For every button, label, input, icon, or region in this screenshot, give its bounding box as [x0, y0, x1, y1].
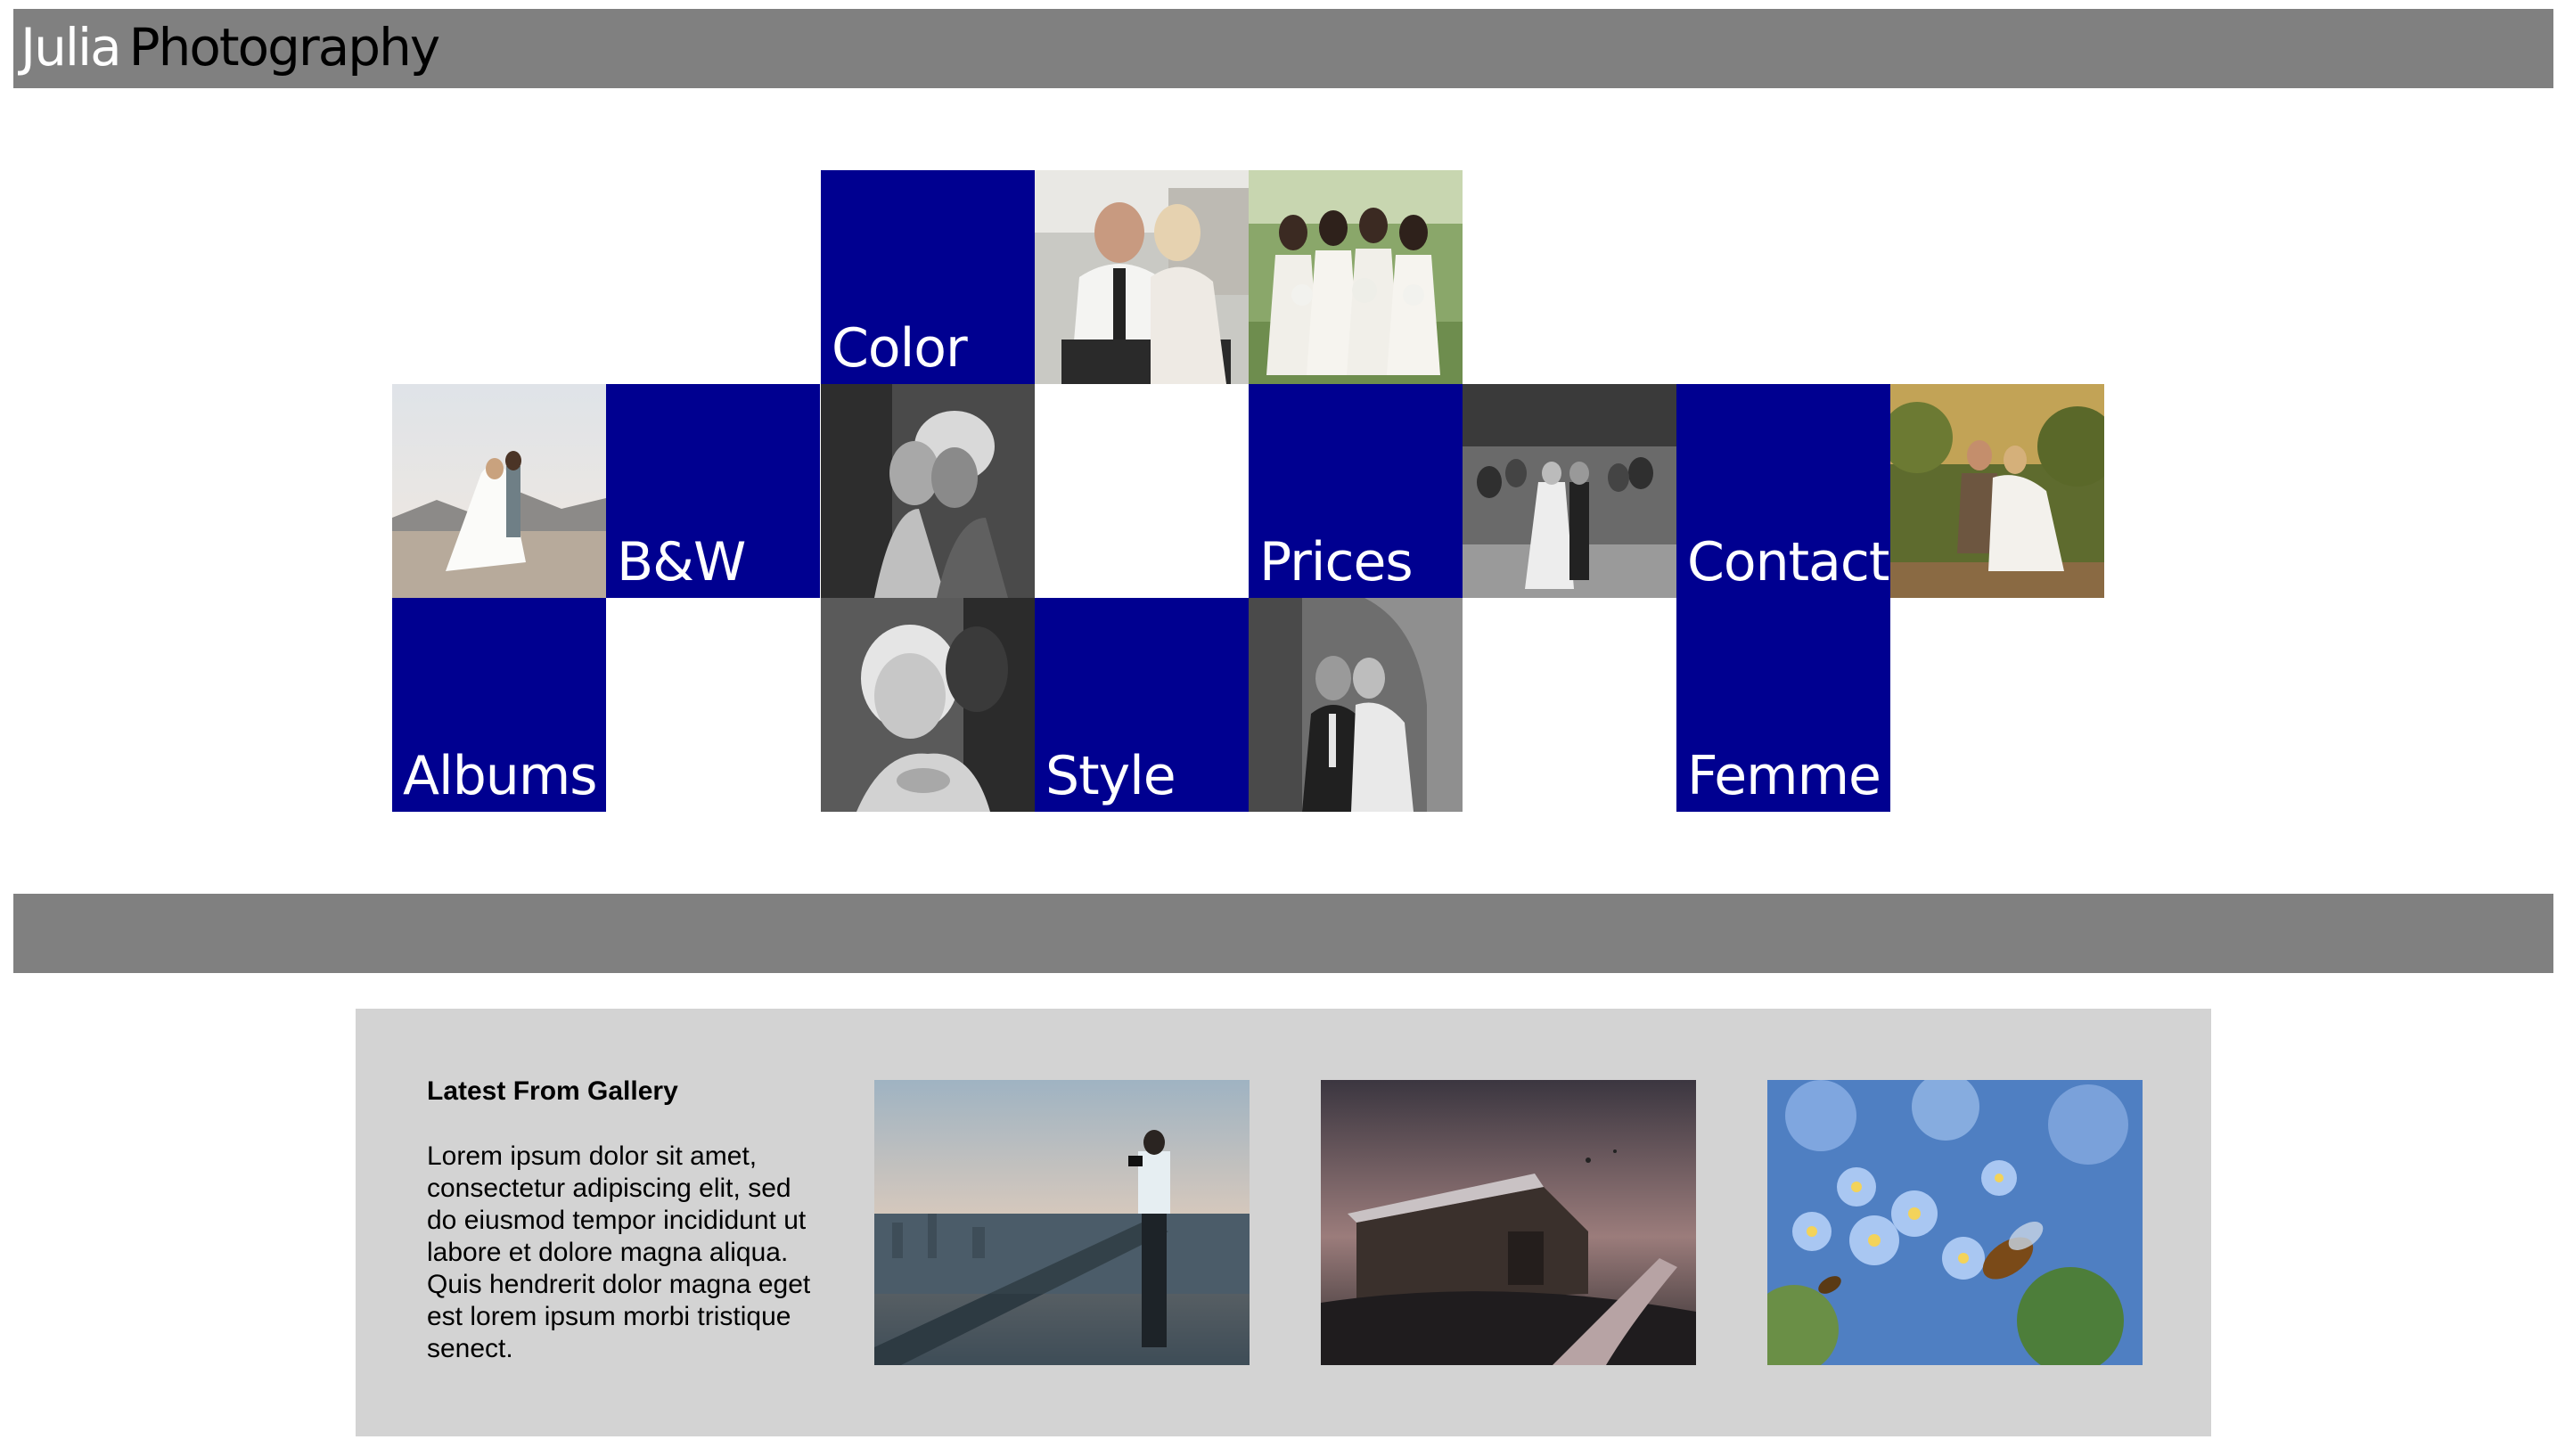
site-logo[interactable]: Julia Photography: [20, 21, 440, 73]
nav-tile-color[interactable]: Color: [821, 170, 1035, 384]
gallery-photo-barn-dusk[interactable]: [1321, 1080, 1696, 1365]
nav-tile-label: B&W: [617, 531, 746, 593]
gallery-title: Latest From Gallery: [427, 1076, 678, 1106]
nav-tile-label: Contact: [1687, 531, 1889, 593]
nav-tile-femme[interactable]: Femme: [1676, 598, 1890, 812]
section-divider-bar: [13, 894, 2553, 973]
brand-first-name: Julia: [20, 17, 122, 78]
gallery-photo-bee-flowers[interactable]: [1767, 1080, 2143, 1365]
nav-tile-bw[interactable]: B&W: [606, 384, 820, 598]
nav-tile-contact[interactable]: Contact: [1676, 384, 1890, 598]
nav-tile-label: Color: [832, 317, 968, 380]
brand-last-name: Photography: [128, 17, 441, 78]
nav-tile-style[interactable]: Style: [1035, 598, 1249, 812]
nav-tile-label: Femme: [1687, 745, 1881, 807]
photo-bridesmaids: [1249, 170, 1463, 384]
photo-bw-church-kiss: [1249, 598, 1463, 812]
nav-tile-label: Albums: [403, 745, 598, 807]
latest-gallery-section: Latest From Gallery Lorem ipsum dolor si…: [356, 1009, 2211, 1436]
gallery-photo-photographer-rooftop[interactable]: [874, 1080, 1250, 1365]
photo-couple-garden-bench: [1890, 384, 2104, 598]
photo-bw-sendoff: [1463, 384, 1676, 598]
gallery-description: Lorem ipsum dolor sit amet, consectetur …: [427, 1141, 811, 1363]
nav-tile-prices[interactable]: Prices: [1249, 384, 1463, 598]
photo-couple-white-tux: [1035, 170, 1249, 384]
nav-tile-label: Prices: [1259, 531, 1414, 593]
photo-bw-veil-kiss: [821, 384, 1035, 598]
nav-tile-label: Style: [1045, 745, 1176, 807]
photo-bw-smiling-bride: [821, 598, 1035, 812]
photo-couple-mountain: [392, 384, 606, 598]
nav-tile-albums[interactable]: Albums: [392, 598, 606, 812]
header-bar: Julia Photography: [13, 9, 2553, 88]
